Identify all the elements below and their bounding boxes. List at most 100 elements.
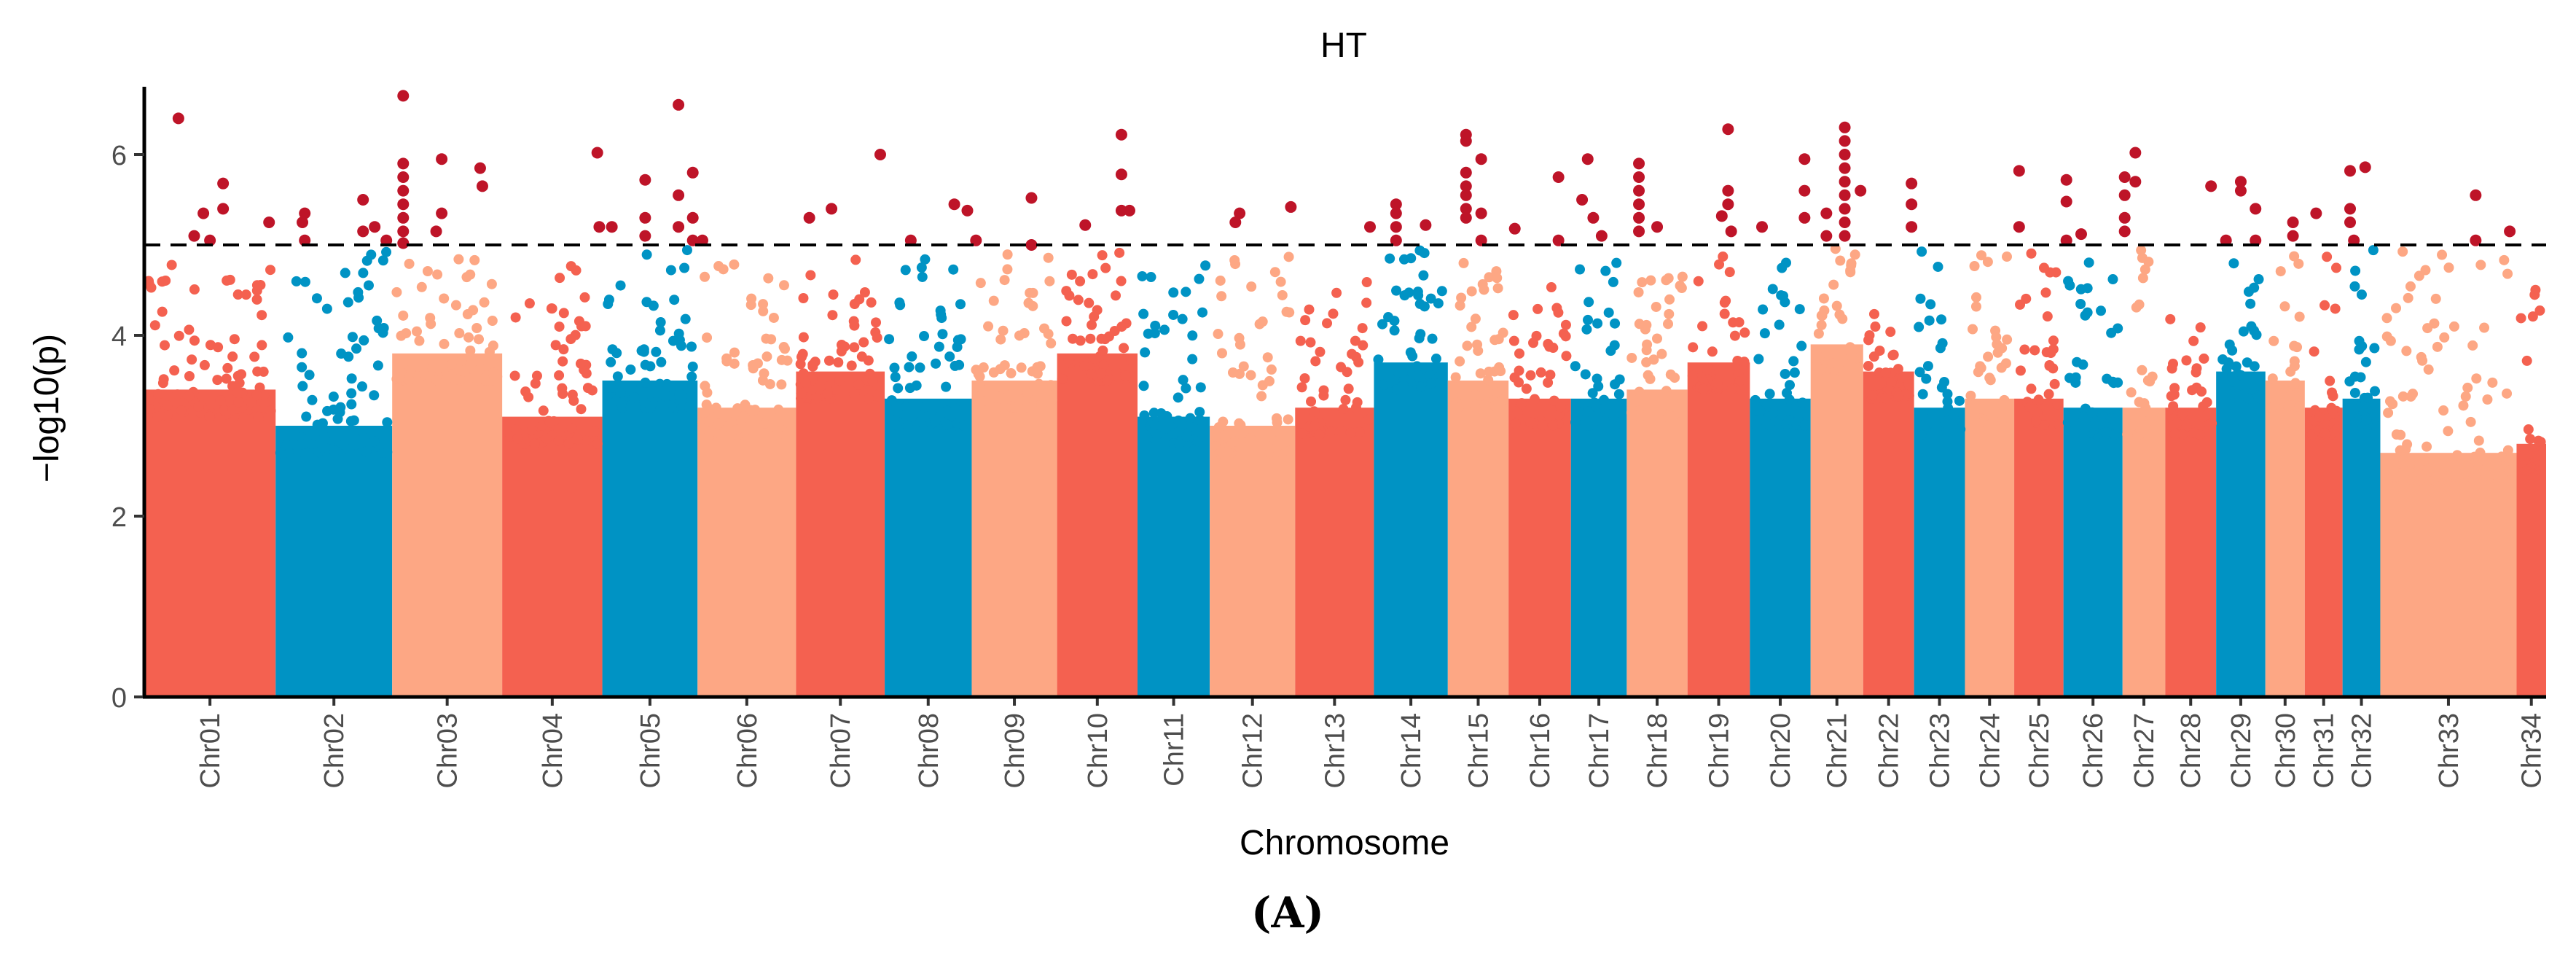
data-point [752,358,763,369]
data-point [348,415,359,426]
data-point [1880,367,1891,378]
data-point [1948,409,1959,420]
x-tick-label: Chr14 [1396,713,1427,789]
data-point [2048,344,2059,355]
data-point [1589,397,1600,408]
data-point [1525,370,1536,381]
data-point [465,345,476,356]
data-point [2319,428,2330,439]
significant-point [639,211,651,224]
data-point [2137,365,2148,375]
data-point [1306,396,1317,407]
data-point [998,383,1009,394]
data-point [1061,316,1072,327]
data-point [700,381,710,391]
data-point [184,324,195,335]
data-point [2383,408,2394,418]
data-point [1116,276,1127,286]
data-point [2391,303,2402,313]
data-point [2443,262,2454,273]
data-point [848,316,859,327]
data-point [936,313,947,324]
data-point [464,373,475,384]
significant-point [606,221,618,233]
chromosome-band-Chr15 [1447,381,1509,697]
data-point [1275,276,1286,287]
significant-point [696,234,708,246]
data-point [487,316,498,327]
data-point [1397,367,1408,378]
data-point [265,405,276,416]
data-point [2368,245,2379,256]
data-point [1216,291,1227,302]
significant-point [436,207,448,219]
significant-point [474,162,486,174]
data-point [590,426,600,437]
data-point [1799,419,1810,430]
data-point [2350,265,2361,276]
data-point [416,281,427,292]
data-point [297,381,308,391]
data-point [312,419,323,430]
data-point [227,405,238,416]
significant-point [2234,184,2247,197]
data-point [1430,354,1441,365]
data-point [479,375,490,386]
significant-point [2287,217,2299,228]
data-point [805,270,816,281]
data-point [234,378,245,389]
data-point [1283,252,1294,262]
data-point [1418,270,1429,281]
data-point [2026,383,2037,394]
data-point [329,445,340,456]
data-point [937,329,948,340]
data-point [1941,426,1952,437]
data-point [2140,264,2150,275]
significant-point [397,90,410,102]
data-point [1849,249,1860,260]
data-point [572,434,583,445]
data-points [144,243,2546,486]
data-point [1213,421,1224,432]
x-tick-label: Chr16 [1525,713,1556,789]
data-point [1592,373,1602,384]
significant-point [188,230,200,242]
data-point [479,297,490,308]
data-point [2356,289,2367,300]
chromosome-band-Chr11 [1138,416,1210,697]
data-point [1492,273,1503,284]
data-point [1614,374,1625,385]
data-point [172,389,183,400]
data-point [1914,367,1925,378]
data-point [1256,391,1267,402]
data-point [735,416,746,426]
data-point [1328,308,1339,319]
data-point [1137,270,1148,281]
data-point [1656,348,1667,359]
data-point [919,402,930,413]
data-point [1635,411,1645,422]
data-point [616,398,627,409]
data-point [1593,381,1604,391]
data-point [1168,287,1179,298]
data-point [340,268,351,278]
data-point [1149,419,1160,430]
data-point [1087,319,1097,330]
data-point [1456,292,1467,303]
data-point [557,383,568,394]
data-point [2123,419,2134,430]
data-point [2168,359,2179,370]
data-point [890,372,901,383]
data-point [581,368,592,379]
data-point [1350,402,1361,413]
data-point [2481,456,2491,467]
data-point [2473,435,2484,446]
data-point [1213,329,1224,340]
data-point [251,280,262,291]
significant-point [1115,204,1127,217]
significant-point [217,203,230,215]
data-point [2309,346,2319,357]
data-point [2097,410,2107,421]
data-point [1610,318,1621,329]
x-tick-label: Chr13 [1320,713,1350,789]
